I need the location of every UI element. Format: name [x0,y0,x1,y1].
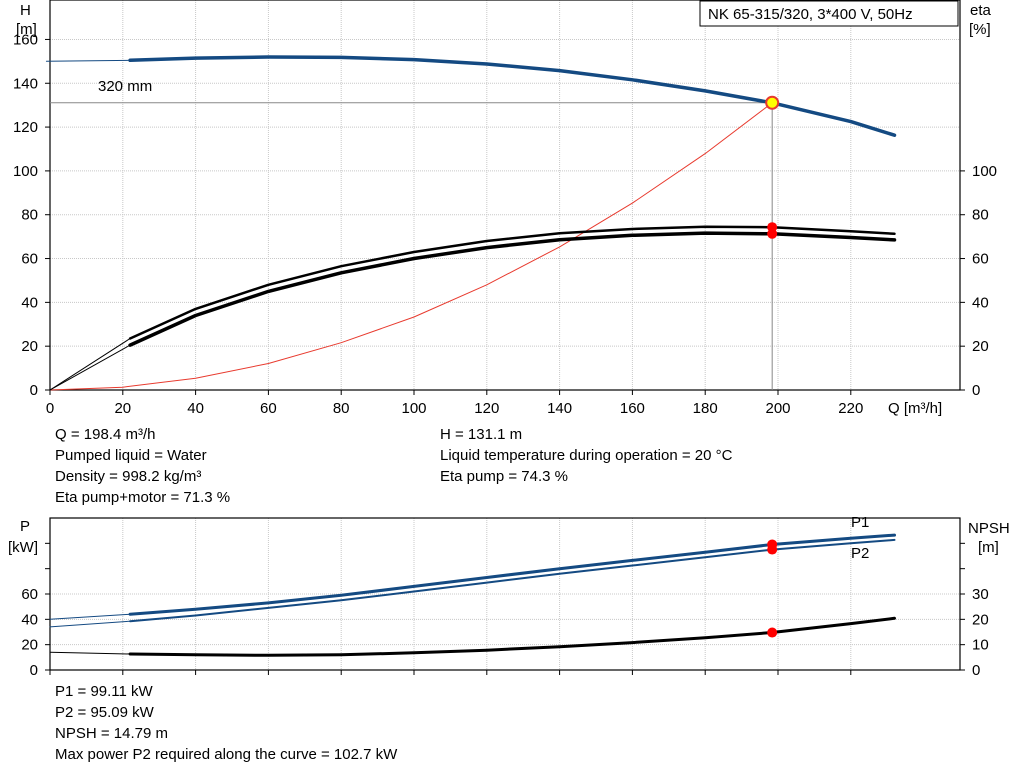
p-tick-label-2: 40 [21,611,38,628]
y-left-tick-label-7: 140 [13,75,38,92]
p2-point [767,544,778,555]
y-left-tick-label-0: 0 [30,382,38,399]
p1-value: P1 = 99.11 kW [55,683,153,700]
y-right-tick-label-1: 20 [972,338,989,355]
npsh-axis-label: NPSH [968,520,1010,537]
density-value: Density = 998.2 kg/m³ [55,468,202,485]
npsh-line [128,616,896,657]
head-curve-line [128,55,897,137]
eta-pump-line [128,225,896,340]
x-tick-label-0: 0 [46,400,54,417]
liquid-temperature-value: Liquid temperature during operation = 20… [440,447,733,464]
y-right-tick-label-5: 100 [972,163,997,180]
eta-pump-motor-line [128,231,897,347]
y-left-tick-label-3: 60 [21,251,38,268]
flow-value: Q = 198.4 m³/h [55,426,156,443]
x-tick-label-2: 40 [187,400,204,417]
top-frame [49,0,961,391]
y-axis-label-right: eta [970,2,992,19]
eta-pump-value: Eta pump = 74.3 % [440,468,568,485]
y-left-tick-label-1: 20 [21,338,38,355]
y-left-tick-label-2: 40 [21,294,38,311]
p2-value: P2 = 95.09 kW [55,704,154,721]
npsh-axis-unit: [m] [978,539,999,556]
p-tick-label-3: 60 [21,586,38,603]
p1-line [128,533,896,616]
y-right-tick-label-4: 80 [972,207,989,224]
x-axis-label: Q [m³/h] [888,400,942,417]
info-top-left: Q = 198.4 m³/h Pumped liquid = Water Den… [55,424,230,508]
p-tick-label-0: 0 [30,662,38,679]
npsh-tick-label-3: 30 [972,586,989,603]
p2-line-thin [49,620,131,628]
head-value: H = 131.1 m [440,426,523,443]
p-tick-label-1: 20 [21,637,38,654]
p2-label: P2 [851,545,869,562]
y-left-tick-label-5: 100 [13,163,38,180]
p2-line [129,538,896,623]
y-right-tick-label-0: 0 [972,382,980,399]
x-tick-label-1: 20 [114,400,131,417]
pumped-liquid-value: Pumped liquid = Water [55,447,207,464]
npsh-line-thin [49,651,131,655]
info-bottom: P1 = 99.11 kW P2 = 95.09 kW NPSH = 14.79… [55,681,397,765]
npsh-tick-label-2: 20 [972,611,989,628]
y-axis-label-left: H [20,2,31,19]
x-tick-label-9: 180 [693,400,718,417]
y-axis-unit-left: [m] [16,21,37,38]
x-tick-label-4: 80 [333,400,350,417]
x-tick-label-7: 140 [547,400,572,417]
x-tick-label-5: 100 [401,400,426,417]
y-left-tick-label-6: 120 [13,119,38,136]
x-tick-label-8: 160 [620,400,645,417]
npsh-tick-label-0: 0 [972,662,980,679]
eta-pump-motor-line-thin [49,344,131,391]
eta-pump-motor-value: Eta pump+motor = 71.3 % [55,489,231,506]
info-top-right: H = 131.1 m Liquid temperature during op… [440,424,732,487]
p1-line-thin [49,613,131,620]
eta-pump-line-thin [49,338,131,391]
p-axis-unit: [kW] [8,539,38,556]
p1-label: P1 [851,514,869,531]
npsh-tick-label-1: 10 [972,637,989,654]
chart-title: NK 65-315/320, 3*400 V, 50Hz [708,6,913,23]
operating-point [765,95,780,110]
x-tick-label-6: 120 [474,400,499,417]
head-curve-label: 320 mm [98,78,152,95]
x-tick-label-3: 60 [260,400,277,417]
x-tick-label-10: 200 [765,400,790,417]
npsh-point [767,627,778,638]
y-right-tick-label-2: 40 [972,294,989,311]
y-axis-unit-right: [%] [969,21,991,38]
y-left-tick-label-8: 160 [13,31,38,48]
p-axis-label: P [20,518,30,535]
eta-pump-motor-point [767,228,778,239]
x-tick-label-11: 220 [838,400,863,417]
max-power-value: Max power P2 required along the curve = … [55,746,398,763]
y-left-tick-label-4: 80 [21,207,38,224]
title-box [699,0,959,27]
system-curve-line [49,102,773,391]
head-curve-line-thin [45,59,131,62]
npsh-value: NPSH = 14.79 m [55,725,168,742]
y-right-tick-label-3: 60 [972,251,989,268]
